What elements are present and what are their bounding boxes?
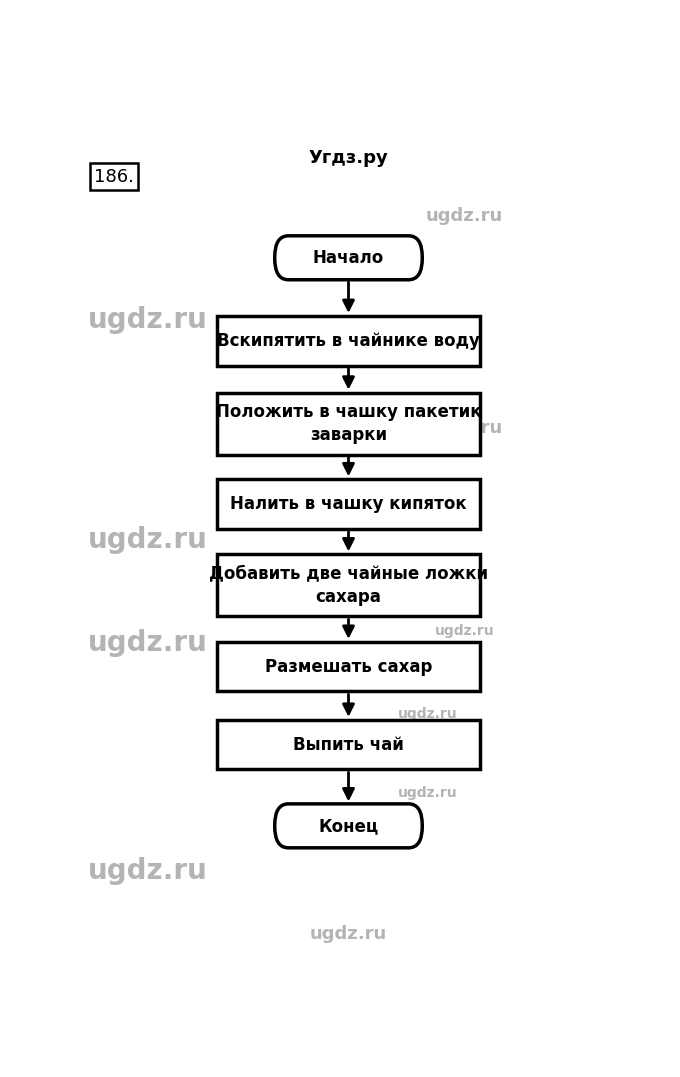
Text: Размешать сахар: Размешать сахар [265,658,432,675]
Text: ugdz.ru: ugdz.ru [88,526,208,554]
Text: Конец: Конец [318,816,379,835]
Text: ugdz.ru: ugdz.ru [310,925,387,942]
Text: Добавить две чайные ложки
сахара: Добавить две чайные ложки сахара [209,564,488,606]
FancyBboxPatch shape [217,719,480,769]
FancyBboxPatch shape [275,236,422,280]
Text: ugdz.ru: ugdz.ru [88,629,208,657]
Text: ugdz.ru: ugdz.ru [398,707,458,721]
Text: ugdz.ru: ugdz.ru [88,306,208,334]
Text: Выпить чай: Выпить чай [293,736,404,754]
FancyBboxPatch shape [217,642,480,691]
Text: 186.: 186. [94,168,134,185]
Text: ugdz.ru: ugdz.ru [398,786,458,799]
FancyBboxPatch shape [217,316,480,365]
Text: ugdz.ru: ugdz.ru [88,857,208,885]
FancyBboxPatch shape [217,555,480,616]
FancyBboxPatch shape [217,392,480,454]
Text: ugdz.ru: ugdz.ru [426,419,503,437]
Text: Вскипятить в чайнике воду: Вскипятить в чайнике воду [217,332,480,350]
FancyBboxPatch shape [275,803,422,848]
Text: Положить в чашку пакетик
заварки: Положить в чашку пакетик заварки [216,403,481,445]
Text: Угдз.ру: Угдз.ру [309,150,388,167]
Text: ugdz.ru: ugdz.ru [435,624,494,638]
Text: ugdz.ru: ugdz.ru [426,207,503,225]
FancyBboxPatch shape [217,479,480,529]
Text: Начало: Начало [313,249,384,267]
Text: Налить в чашку кипяток: Налить в чашку кипяток [231,495,466,513]
